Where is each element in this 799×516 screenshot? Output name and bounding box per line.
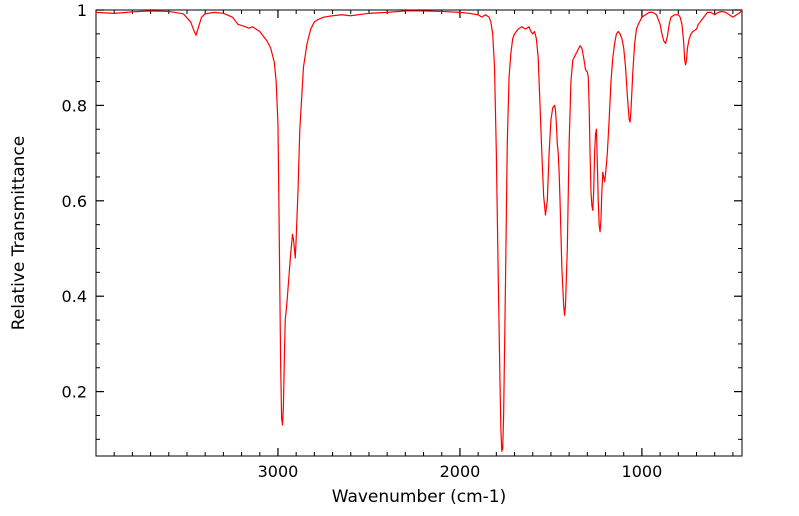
y-tick-label: 0.4 [62, 287, 87, 306]
y-tick-label: 0.8 [62, 96, 87, 115]
y-tick-label: 1 [77, 1, 87, 20]
y-tick-label: 0.2 [62, 383, 87, 402]
y-axis-title: Relative Transmittance [9, 136, 29, 331]
x-tick-labels: 3000 2000 1000 [258, 462, 663, 481]
y-tick-labels: 1 0.8 0.6 0.4 0.2 [62, 1, 87, 402]
x-tick-label: 2000 [440, 462, 481, 481]
x-tick-label: 3000 [258, 462, 299, 481]
x-tick-label: 1000 [622, 462, 663, 481]
spectrum-series-line [95, 9, 743, 452]
plot-frame [95, 9, 743, 457]
minor-ticks [95, 10, 742, 456]
y-tick-label: 0.6 [62, 192, 87, 211]
major-ticks [96, 9, 742, 456]
x-axis-title: Wavenumber (cm-1) [332, 487, 507, 507]
